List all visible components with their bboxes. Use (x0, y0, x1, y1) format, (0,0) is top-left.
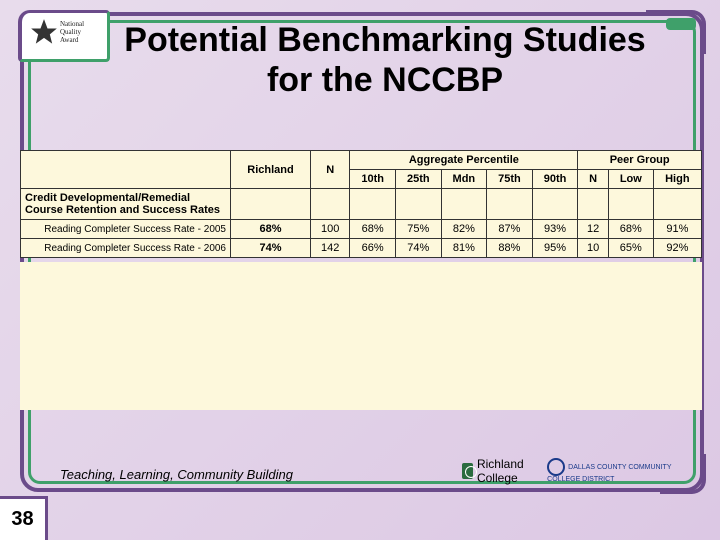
nqa-line1: National (60, 20, 84, 28)
col-75th: 75th (487, 170, 533, 189)
table-row: Reading Completer Success Rate - 2006 74… (21, 239, 702, 258)
richland-label: Richland College (477, 457, 539, 485)
col-richland: Richland (231, 151, 311, 189)
dcccd-icon (547, 458, 565, 476)
col-high: High (653, 170, 701, 189)
row-label: Reading Completer Success Rate - 2005 (21, 220, 231, 239)
table-section-row: Credit Developmental/Remedial Course Ret… (21, 189, 702, 220)
college-logos: Richland College DALLAS COUNTY COMMUNITY… (462, 454, 682, 488)
col-aggregate: Aggregate Percentile (350, 151, 578, 170)
table-header-row-1: Richland N Aggregate Percentile Peer Gro… (21, 151, 702, 170)
dcccd-logo: DALLAS COUNTY COMMUNITY COLLEGE DISTRICT (547, 458, 682, 484)
slide-title: Potential Benchmarking Studies for the N… (120, 20, 650, 100)
nqa-logo: National Quality Award (28, 18, 102, 58)
col-mdn: Mdn (441, 170, 487, 189)
star-icon (30, 18, 58, 46)
row-label: Reading Completer Success Rate - 2006 (21, 239, 231, 258)
slide-background: National Quality Award Potential Benchma… (0, 0, 720, 540)
col-peer: Peer Group (578, 151, 702, 170)
corner-top-right (646, 10, 706, 54)
dcccd-label: DALLAS COUNTY COMMUNITY COLLEGE DISTRICT (547, 464, 671, 483)
col-n2: N (578, 170, 609, 189)
col-n1: N (310, 151, 349, 189)
table-row: Reading Completer Success Rate - 2005 68… (21, 220, 702, 239)
col-90th: 90th (532, 170, 578, 189)
section-label: Credit Developmental/Remedial Course Ret… (21, 189, 231, 220)
table-spacer (20, 262, 702, 410)
richland-logo: Richland College (462, 457, 539, 485)
data-table-container: Richland N Aggregate Percentile Peer Gro… (20, 150, 702, 258)
richland-icon (462, 463, 473, 479)
page-number: 38 (0, 496, 48, 540)
col-25th: 25th (395, 170, 441, 189)
nqa-line3: Award (60, 36, 84, 44)
nqa-line2: Quality (60, 28, 84, 36)
col-10th: 10th (350, 170, 396, 189)
tagline: Teaching, Learning, Community Building (60, 467, 293, 482)
col-low: Low (608, 170, 653, 189)
benchmark-table: Richland N Aggregate Percentile Peer Gro… (20, 150, 702, 258)
